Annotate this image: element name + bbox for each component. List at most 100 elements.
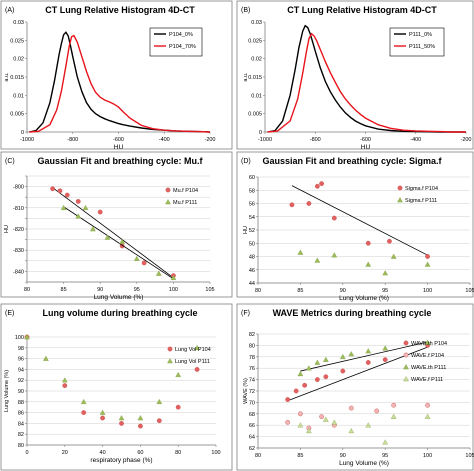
y-tick-label: 0.03: [13, 20, 24, 26]
series-line-1: [267, 32, 466, 133]
data-point: [137, 423, 143, 429]
y-tick-label: 0.02: [13, 57, 24, 63]
data-point: [137, 415, 144, 421]
data-point: [302, 382, 308, 388]
data-point: [60, 204, 67, 211]
panel-frame: [0, 0, 233, 150]
data-point: [285, 419, 291, 425]
data-point: [348, 405, 354, 411]
data-point: [314, 377, 320, 382]
data-point: [297, 249, 304, 255]
y-tick-label: 68: [249, 412, 255, 418]
data-point: [306, 201, 312, 206]
x-tick-label: 80: [255, 288, 261, 294]
legend: P104_0% P104_70%: [149, 27, 203, 57]
data-point: [306, 365, 312, 371]
data-point: [391, 402, 397, 408]
legend-marker: [403, 376, 409, 382]
y-tick-label: -800: [13, 185, 24, 191]
x-axis-label: Lung Volume (%): [339, 295, 389, 302]
panel-frame: [0, 303, 233, 471]
y-tick-label: 48: [249, 255, 255, 261]
data-point: [314, 257, 321, 263]
data-point: [175, 404, 181, 410]
x-tick-label: 85: [61, 287, 67, 293]
data-point: [424, 413, 431, 419]
x-tick-label: -1000: [20, 137, 34, 143]
chart-title: WAVE Metrics during breathing cycle: [273, 308, 432, 318]
data-point: [155, 270, 162, 276]
panel-label: (C): [5, 158, 15, 165]
data-point: [194, 366, 200, 372]
y-tick-label: 92: [18, 378, 24, 384]
y-tick-label: 46: [249, 268, 255, 274]
legend-label: Sigma.f P104: [405, 186, 438, 192]
legend-label: WAVE.f P104: [411, 353, 444, 359]
y-tick-label: 98: [18, 346, 24, 352]
data-point: [119, 420, 124, 426]
legend-label: Mu.f P111: [173, 200, 197, 206]
data-point: [348, 351, 355, 357]
legend-label: WAVE.th P111: [411, 365, 446, 371]
y-tick-label: 0.025: [248, 38, 262, 44]
data-point: [156, 398, 163, 405]
data-point: [314, 359, 321, 365]
x-tick-label: -400: [159, 137, 170, 143]
data-point: [133, 255, 140, 261]
x-tick-label: 100: [211, 450, 220, 456]
legend-marker: [397, 197, 403, 203]
data-point: [297, 411, 303, 417]
data-point: [382, 270, 389, 276]
data-point: [365, 240, 371, 246]
chart-title: Gaussian Fit and breathing cycle: Sigma.…: [262, 156, 442, 166]
y-tick-label: 82: [249, 332, 255, 338]
data-point: [319, 414, 324, 420]
legend-box: [149, 27, 203, 57]
y-tick-label: 84: [18, 421, 24, 427]
legend-marker: [397, 185, 403, 191]
data-point: [104, 234, 111, 240]
x-tick-label: 85: [297, 453, 303, 459]
y-tick-label: 60: [249, 175, 255, 181]
y-tick-label: 0: [259, 130, 262, 136]
data-point: [390, 253, 397, 259]
y-tick-label: 0.005: [248, 112, 262, 118]
y-axis-label: Lung Volume (%): [4, 370, 10, 412]
legend: Sigma.f P104 Sigma.f P111: [397, 185, 438, 204]
panel-frame: [0, 151, 233, 298]
y-tick-label: -820: [13, 227, 24, 233]
data-point: [175, 371, 182, 378]
panel-label: (F): [241, 310, 250, 317]
x-tick-label: -1000: [258, 137, 272, 143]
data-point: [141, 260, 147, 266]
data-point: [319, 181, 324, 187]
data-point: [425, 402, 430, 408]
y-tick-label: 0: [21, 130, 24, 136]
data-point: [194, 344, 200, 351]
data-point: [424, 339, 431, 345]
data-point: [75, 199, 81, 204]
data-point: [331, 252, 338, 258]
y-tick-label: 0.015: [10, 75, 24, 81]
legend: Lung Vol P104 Lung Vol P111: [167, 346, 211, 365]
data-point: [365, 261, 372, 267]
x-tick-label: 105: [465, 453, 474, 459]
series-line-0: [267, 24, 466, 133]
x-tick-label: 20: [62, 450, 68, 456]
x-tick-label: 90: [97, 287, 103, 293]
chart-title: CT Lung Relative Histogram 4D-CT: [45, 5, 195, 15]
panel-frame: [236, 303, 474, 471]
x-tick-label: 105: [465, 288, 474, 294]
y-tick-label: 52: [249, 228, 255, 234]
data-point: [382, 345, 389, 351]
legend-marker: [403, 364, 409, 370]
data-point: [99, 409, 106, 415]
x-tick-label: 60: [137, 450, 143, 456]
data-point: [387, 238, 392, 244]
data-point: [64, 192, 70, 198]
y-tick-label: 96: [18, 357, 24, 363]
data-point: [100, 415, 106, 421]
panel-c: (C) Gaussian Fit and breathing cycle: Mu.…: [0, 151, 233, 301]
y-tick-label: 0.01: [251, 93, 262, 99]
y-tick-label: 54: [249, 215, 255, 221]
